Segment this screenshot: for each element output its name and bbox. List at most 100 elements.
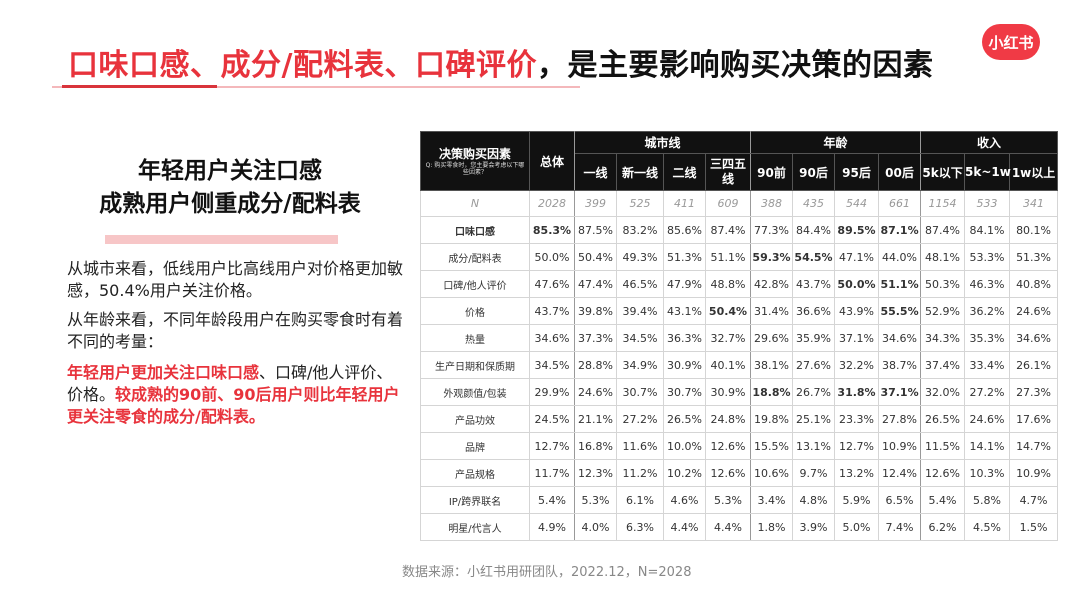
table-cell: 1.8% bbox=[750, 513, 794, 541]
table-cell: 36.3% bbox=[663, 324, 706, 352]
sample-size-label: N bbox=[420, 190, 530, 217]
table-cell: 5.3% bbox=[704, 486, 752, 514]
table-cell: 87.4% bbox=[704, 216, 752, 244]
table-cell: 3.9% bbox=[792, 513, 836, 541]
table-cell: 28.8% bbox=[574, 351, 617, 379]
table-cell: 11.7% bbox=[529, 459, 575, 487]
table-cell: 34.3% bbox=[920, 324, 966, 352]
table-cell: 30.7% bbox=[663, 378, 706, 406]
table-cell: 32.2% bbox=[834, 351, 880, 379]
table-cell: 77.3% bbox=[750, 216, 794, 244]
table-cell: 24.6% bbox=[964, 405, 1011, 433]
factor-label: 成分/配料表 bbox=[420, 243, 530, 271]
table-cell: 4.7% bbox=[1009, 486, 1059, 514]
data-source: 数据来源：小红书用研团队，2022.12，N=2028 bbox=[402, 565, 692, 580]
table-cell: 37.1% bbox=[878, 378, 922, 406]
table-cell: 34.6% bbox=[1009, 324, 1059, 352]
table-row: 品牌 12.7% 16.8% 11.6% 10.0% 12.6% 15.5% 13.1% 12.… bbox=[420, 432, 1059, 460]
table-cell: 31.8% bbox=[834, 378, 880, 406]
table-cell: 11.6% bbox=[616, 432, 664, 460]
table-cell: 50.4% bbox=[574, 243, 617, 271]
table-cell: 59.3% bbox=[750, 243, 794, 271]
table-cell: 4.0% bbox=[574, 513, 617, 541]
header-total: 总体 bbox=[529, 131, 575, 191]
table-cell: 12.6% bbox=[704, 432, 752, 460]
sample-size-cell: 609 bbox=[704, 190, 752, 217]
sample-size-cell: 399 bbox=[574, 190, 617, 217]
table-cell: 48.8% bbox=[704, 270, 752, 298]
header-group-age: 年龄 bbox=[750, 131, 922, 154]
table-cell: 51.3% bbox=[663, 243, 706, 271]
table-cell: 30.9% bbox=[663, 351, 706, 379]
table-row: 成分/配料表 50.0% 50.4% 49.3% 51.3% 51.1% 59.3% 54.5… bbox=[420, 243, 1059, 271]
table-cell: 50.4% bbox=[704, 297, 752, 325]
table-row: 口碑/他人评价 47.6% 47.4% 46.5% 47.9% 48.8% 42.8% 43.… bbox=[420, 270, 1059, 298]
table-cell: 38.7% bbox=[878, 351, 922, 379]
header-group-income: 收入 bbox=[920, 131, 1059, 154]
column-header: 三四五线 bbox=[704, 153, 752, 191]
table-row: 外观颜值/包装 29.9% 24.6% 30.7% 30.7% 30.9% 18.8% 26.… bbox=[420, 378, 1059, 406]
table-cell: 23.3% bbox=[834, 405, 880, 433]
table-cell: 55.5% bbox=[878, 297, 922, 325]
age-detail: 年轻用户更加关注口味口感、口碑/他人评价、价格。较成熟的90前、90后用户则比年… bbox=[67, 362, 407, 428]
table-cell: 34.5% bbox=[616, 324, 664, 352]
table-cell: 89.5% bbox=[834, 216, 880, 244]
table-cell: 39.8% bbox=[574, 297, 617, 325]
table-cell: 24.6% bbox=[574, 378, 617, 406]
factor-label: 产品功效 bbox=[420, 405, 530, 433]
sample-size-row: N 2028 399 525 411 609 388 435 544 661 1… bbox=[420, 190, 1059, 217]
table-cell: 85.3% bbox=[529, 216, 575, 244]
table-cell: 25.1% bbox=[792, 405, 836, 433]
column-header: 新一线 bbox=[616, 153, 664, 191]
factor-label: 明星/代言人 bbox=[420, 513, 530, 541]
table-corner-header: 决策购买因素 Q: 购买零食时，您主要会考虑以下哪些因素？ bbox=[420, 131, 530, 191]
factor-label: 产品规格 bbox=[420, 459, 530, 487]
table-cell: 46.3% bbox=[964, 270, 1011, 298]
table-cell: 27.8% bbox=[878, 405, 922, 433]
table-cell: 11.2% bbox=[616, 459, 664, 487]
table-cell: 35.9% bbox=[792, 324, 836, 352]
table-cell: 83.2% bbox=[616, 216, 664, 244]
table-cell: 5.0% bbox=[834, 513, 880, 541]
table-row: 生产日期和保质期 34.5% 28.8% 34.9% 30.9% 40.1% 38.1% 27… bbox=[420, 351, 1059, 379]
table-cell: 80.1% bbox=[1009, 216, 1059, 244]
table-cell: 6.2% bbox=[920, 513, 966, 541]
table-cell: 5.4% bbox=[529, 486, 575, 514]
table-cell: 43.9% bbox=[834, 297, 880, 325]
table-cell: 12.4% bbox=[878, 459, 922, 487]
table-cell: 1.5% bbox=[1009, 513, 1059, 541]
column-header: 一线 bbox=[574, 153, 617, 191]
table-cell: 47.1% bbox=[834, 243, 880, 271]
table-cell: 47.4% bbox=[574, 270, 617, 298]
column-header: 90后 bbox=[792, 153, 836, 191]
table-cell: 43.1% bbox=[663, 297, 706, 325]
table-cell: 48.1% bbox=[920, 243, 966, 271]
header-group-city: 城市线 bbox=[573, 131, 752, 154]
factor-label: 热量 bbox=[420, 324, 530, 352]
table-cell: 31.4% bbox=[750, 297, 794, 325]
table-cell: 37.1% bbox=[834, 324, 880, 352]
table-cell: 11.5% bbox=[920, 432, 966, 460]
table-cell: 51.3% bbox=[1009, 243, 1059, 271]
table-header-groups: 决策购买因素 Q: 购买零食时，您主要会考虑以下哪些因素？ 总体 城市线 年龄 … bbox=[420, 131, 1059, 191]
xiaohongshu-logo: 小红书 bbox=[982, 24, 1040, 60]
table-cell: 24.6% bbox=[1009, 297, 1059, 325]
table-cell: 34.9% bbox=[616, 351, 664, 379]
age-detail-red2: 较成熟的90前、90后用户则比年轻用户更关注零食的成分/配料表。 bbox=[67, 385, 400, 426]
table-cell: 4.4% bbox=[704, 513, 752, 541]
title-highlight: 口味口感、成分/配料表、口碑评价 bbox=[68, 48, 537, 83]
table-cell: 50.0% bbox=[834, 270, 880, 298]
table-cell: 15.5% bbox=[750, 432, 794, 460]
corner-title: 决策购买因素 bbox=[438, 146, 511, 161]
table-cell: 29.9% bbox=[529, 378, 575, 406]
purchase-factor-table: 决策购买因素 Q: 购买零食时，您主要会考虑以下哪些因素？ 总体 城市线 年龄 … bbox=[420, 131, 1059, 541]
table-row: 价格 43.7% 39.8% 39.4% 43.1% 50.4% 31.4% 36.6% 43.… bbox=[420, 297, 1059, 325]
table-row: 明星/代言人 4.9% 4.0% 6.3% 4.4% 4.4% 1.8% 3.9% 5.0% 7.… bbox=[420, 513, 1059, 541]
table-cell: 5.8% bbox=[964, 486, 1011, 514]
table-cell: 34.5% bbox=[529, 351, 575, 379]
age-detail-red1: 年轻用户更加关注口味口感 bbox=[67, 363, 260, 382]
table-cell: 10.9% bbox=[1009, 459, 1059, 487]
column-header: 95后 bbox=[834, 153, 880, 191]
table-cell: 84.1% bbox=[964, 216, 1011, 244]
table-cell: 26.7% bbox=[792, 378, 836, 406]
